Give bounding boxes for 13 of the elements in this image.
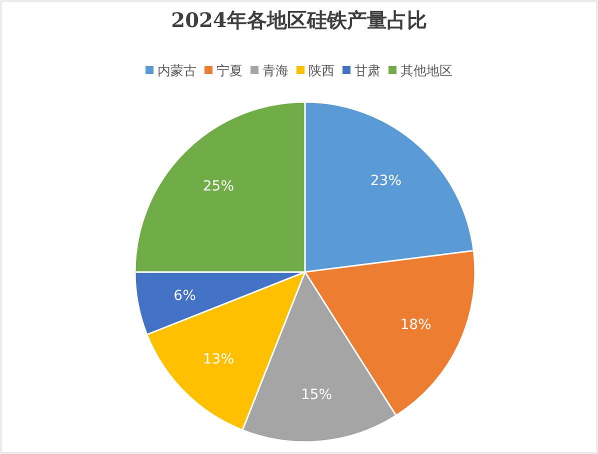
title: 2024年各地区硅铁产量占比 (171, 8, 427, 32)
legend-label: 内蒙古 (158, 64, 196, 79)
legend-label: 青海 (262, 64, 288, 79)
legend-label: 陕西 (308, 64, 334, 79)
legend-label: 其他地区 (400, 64, 452, 79)
data-label: 23% (370, 173, 402, 190)
data-label: 15% (300, 386, 332, 403)
legend-label: 甘肃 (354, 64, 380, 79)
data-label: 25% (202, 178, 234, 194)
legend-label: 宁夏 (216, 63, 242, 79)
data-label: 18% (400, 317, 432, 334)
data-label: 13% (202, 352, 234, 368)
data-label: 6% (174, 288, 196, 304)
